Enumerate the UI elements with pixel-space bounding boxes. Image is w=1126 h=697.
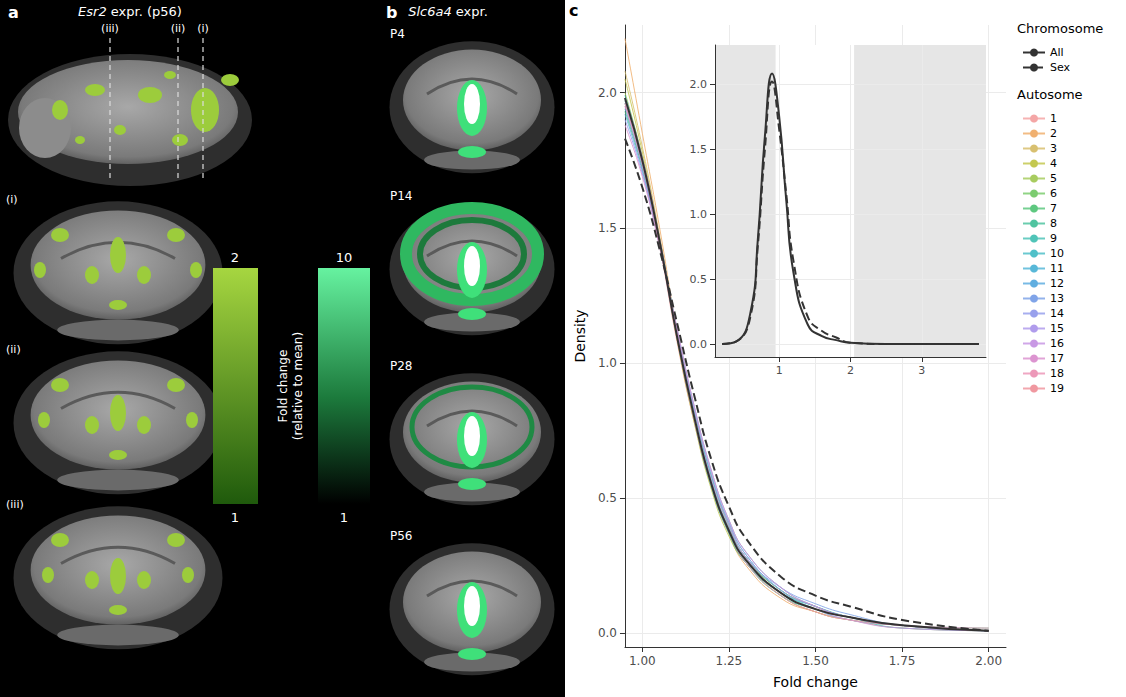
svg-text:5: 5	[1050, 172, 1057, 185]
svg-text:P14: P14	[390, 189, 413, 203]
svg-text:0.0: 0.0	[690, 338, 708, 351]
svg-text:P28: P28	[390, 359, 413, 373]
svg-text:17: 17	[1050, 352, 1064, 365]
svg-text:2.0: 2.0	[598, 86, 617, 100]
svg-text:0.0: 0.0	[598, 626, 617, 640]
svg-text:(ii): (ii)	[171, 22, 186, 35]
svg-text:1.5: 1.5	[690, 143, 708, 156]
svg-text:3: 3	[1050, 142, 1057, 155]
svg-text:1: 1	[340, 510, 348, 525]
svg-text:Fold change: Fold change	[773, 674, 858, 690]
svg-text:2: 2	[231, 250, 239, 265]
svg-text:1.0: 1.0	[690, 208, 708, 221]
svg-text:1.25: 1.25	[716, 654, 743, 668]
svg-text:(ii): (ii)	[6, 343, 21, 356]
svg-text:P56: P56	[390, 529, 413, 543]
svg-text:All: All	[1050, 46, 1064, 59]
svg-text:(i): (i)	[197, 22, 209, 35]
svg-text:13: 13	[1050, 292, 1064, 305]
svg-text:4: 4	[1050, 157, 1057, 170]
svg-text:Autosome: Autosome	[1017, 87, 1083, 102]
svg-text:18: 18	[1050, 367, 1064, 380]
svg-text:(i): (i)	[6, 193, 18, 206]
svg-text:Esr2 expr. (p56): Esr2 expr. (p56)	[78, 4, 182, 19]
svg-text:6: 6	[1050, 187, 1057, 200]
svg-text:2.00: 2.00	[975, 654, 1002, 668]
svg-text:12: 12	[1050, 277, 1064, 290]
svg-text:0.5: 0.5	[690, 273, 708, 286]
svg-text:2: 2	[847, 364, 854, 377]
svg-text:9: 9	[1050, 232, 1057, 245]
svg-text:P4: P4	[390, 27, 405, 41]
svg-text:1: 1	[776, 364, 783, 377]
svg-text:1.75: 1.75	[889, 654, 916, 668]
svg-text:Sex: Sex	[1050, 61, 1071, 74]
svg-text:15: 15	[1050, 322, 1064, 335]
svg-text:14: 14	[1050, 307, 1064, 320]
svg-text:19: 19	[1050, 382, 1064, 395]
svg-text:7: 7	[1050, 202, 1057, 215]
svg-text:1.00: 1.00	[629, 654, 656, 668]
svg-text:2.0: 2.0	[690, 78, 708, 91]
svg-text:b: b	[386, 3, 397, 22]
svg-text:(iii): (iii)	[6, 498, 24, 511]
svg-text:16: 16	[1050, 337, 1064, 350]
svg-text:1.50: 1.50	[802, 654, 829, 668]
svg-text:1.0: 1.0	[598, 356, 617, 370]
svg-text:Chromosome: Chromosome	[1017, 21, 1103, 36]
svg-text:1: 1	[231, 510, 239, 525]
svg-text:Fold change(relative to mean): Fold change(relative to mean)	[276, 332, 305, 440]
svg-text:Slc6a4 expr.: Slc6a4 expr.	[408, 4, 488, 19]
svg-text:(iii): (iii)	[101, 22, 119, 35]
svg-text:Density: Density	[572, 309, 588, 362]
svg-text:1: 1	[1050, 112, 1057, 125]
svg-text:1.5: 1.5	[598, 221, 617, 235]
svg-text:3: 3	[918, 364, 925, 377]
svg-text:a: a	[8, 3, 19, 22]
svg-text:8: 8	[1050, 217, 1057, 230]
svg-text:10: 10	[336, 250, 353, 265]
svg-text:c: c	[569, 1, 578, 20]
svg-text:2: 2	[1050, 127, 1057, 140]
svg-text:11: 11	[1050, 262, 1064, 275]
svg-text:0.5: 0.5	[598, 491, 617, 505]
svg-text:10: 10	[1050, 247, 1064, 260]
